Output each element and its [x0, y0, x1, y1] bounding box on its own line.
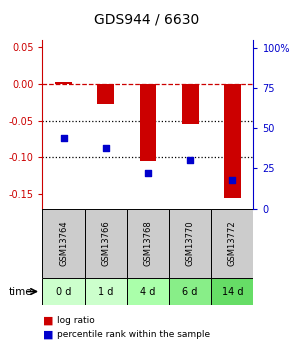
Bar — [42, 209, 85, 278]
Bar — [85, 278, 127, 305]
Bar — [169, 209, 211, 278]
Bar — [127, 278, 169, 305]
Bar — [55, 82, 72, 84]
Text: GSM13768: GSM13768 — [144, 220, 152, 266]
Text: ■: ■ — [42, 315, 53, 325]
Point — [103, 145, 108, 150]
Text: GSM13764: GSM13764 — [59, 220, 68, 266]
Bar — [224, 84, 241, 198]
Bar — [169, 278, 211, 305]
Point — [230, 177, 235, 183]
Text: GDS944 / 6630: GDS944 / 6630 — [94, 12, 199, 26]
Bar — [182, 84, 199, 124]
Text: percentile rank within the sample: percentile rank within the sample — [57, 330, 210, 339]
Text: log ratio: log ratio — [57, 316, 95, 325]
Text: 6 d: 6 d — [183, 287, 198, 296]
Point — [188, 158, 193, 163]
Bar — [139, 84, 156, 161]
Text: ■: ■ — [42, 330, 53, 339]
Text: 0 d: 0 d — [56, 287, 71, 296]
Bar — [85, 209, 127, 278]
Bar — [211, 278, 253, 305]
Text: 14 d: 14 d — [222, 287, 243, 296]
Text: 4 d: 4 d — [140, 287, 156, 296]
Bar — [42, 278, 85, 305]
Bar — [211, 209, 253, 278]
Text: 1 d: 1 d — [98, 287, 113, 296]
Text: time: time — [9, 287, 33, 296]
Text: GSM13772: GSM13772 — [228, 220, 237, 266]
Text: GSM13766: GSM13766 — [101, 220, 110, 266]
Point — [61, 135, 66, 141]
Bar — [97, 84, 114, 104]
Bar — [127, 209, 169, 278]
Point — [146, 170, 150, 176]
Text: GSM13770: GSM13770 — [186, 220, 195, 266]
